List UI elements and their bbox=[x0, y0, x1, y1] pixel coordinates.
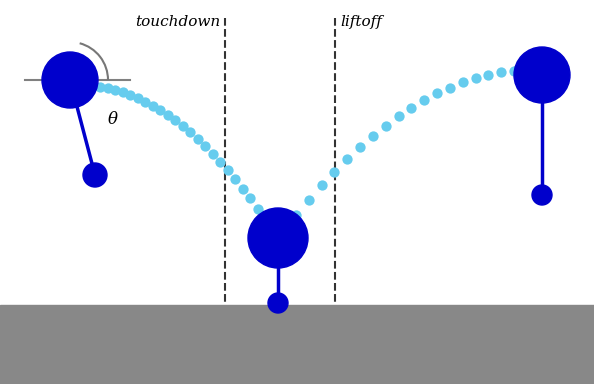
Point bbox=[170, 118, 180, 124]
Point bbox=[201, 143, 210, 149]
Point bbox=[110, 87, 120, 93]
Point bbox=[208, 151, 217, 157]
Point bbox=[238, 185, 248, 192]
Point bbox=[246, 195, 255, 202]
Point bbox=[278, 228, 287, 235]
Point bbox=[223, 167, 233, 174]
Text: liftoff: liftoff bbox=[340, 15, 382, 29]
Point bbox=[407, 105, 416, 111]
Point bbox=[522, 67, 532, 73]
Point bbox=[291, 212, 301, 218]
Point bbox=[253, 205, 263, 212]
Point bbox=[268, 227, 278, 233]
Point bbox=[88, 83, 97, 89]
Text: touchdown: touchdown bbox=[135, 15, 220, 29]
Point bbox=[381, 122, 390, 129]
Point bbox=[140, 99, 150, 105]
Point bbox=[471, 75, 481, 81]
Point bbox=[330, 169, 339, 175]
Text: θ: θ bbox=[108, 111, 118, 128]
Point bbox=[458, 79, 467, 86]
Point bbox=[103, 85, 112, 91]
Point bbox=[230, 176, 240, 182]
Point bbox=[510, 68, 519, 74]
Point bbox=[394, 113, 403, 119]
Point bbox=[118, 89, 127, 95]
Point bbox=[317, 182, 326, 189]
Point bbox=[419, 97, 429, 103]
Point bbox=[95, 83, 105, 89]
Point bbox=[125, 92, 135, 98]
Point bbox=[484, 72, 493, 78]
Point bbox=[185, 129, 195, 136]
Point bbox=[133, 95, 143, 101]
Circle shape bbox=[532, 185, 552, 205]
Point bbox=[156, 107, 165, 113]
Point bbox=[432, 90, 442, 96]
Circle shape bbox=[83, 163, 107, 187]
Point bbox=[261, 216, 270, 222]
Point bbox=[216, 159, 225, 165]
Point bbox=[343, 156, 352, 162]
Point bbox=[304, 197, 314, 203]
Point bbox=[148, 103, 157, 109]
Point bbox=[193, 136, 203, 142]
Point bbox=[178, 123, 188, 129]
Point bbox=[163, 112, 172, 118]
Point bbox=[80, 82, 90, 88]
Point bbox=[355, 144, 365, 150]
Circle shape bbox=[514, 47, 570, 103]
Bar bbox=[0, 305, 594, 384]
Point bbox=[497, 70, 506, 76]
Point bbox=[445, 84, 454, 91]
Circle shape bbox=[248, 208, 308, 268]
Point bbox=[368, 133, 378, 139]
Circle shape bbox=[268, 293, 288, 313]
Circle shape bbox=[42, 52, 98, 108]
